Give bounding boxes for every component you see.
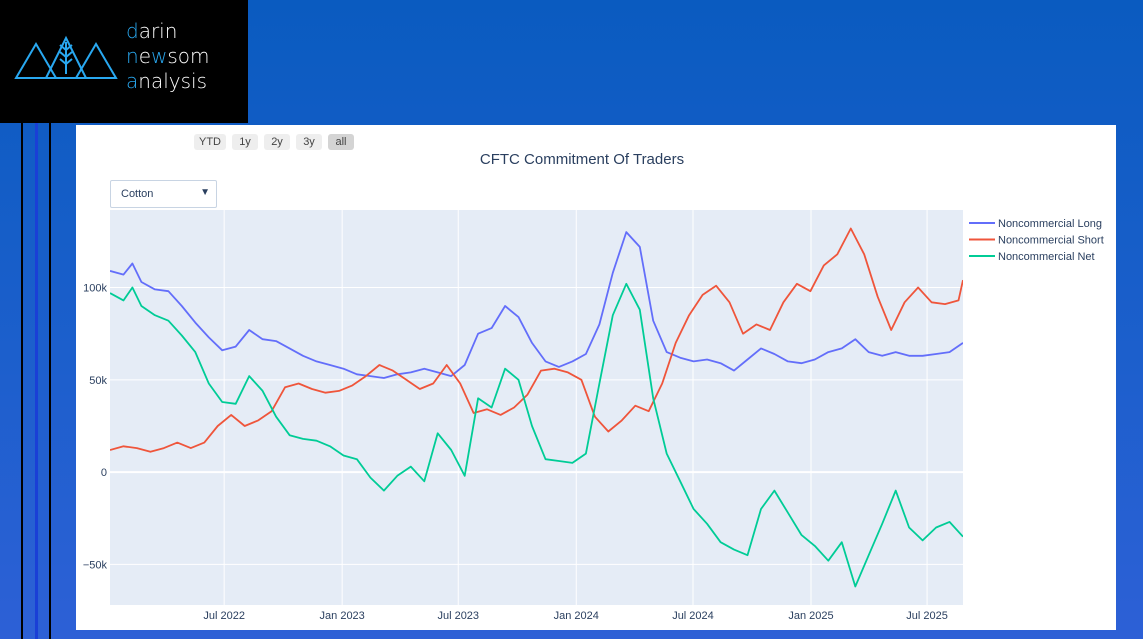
y-tick-label: −50k <box>83 559 108 571</box>
x-tick-label: Jan 2025 <box>788 610 833 622</box>
range-button-1y[interactable]: 1y <box>232 134 258 150</box>
range-button-all[interactable]: all <box>328 134 354 150</box>
y-tick-label: 0 <box>101 467 107 479</box>
line-chart: Jul 2022 Jan 2023 Jul 2023 Jan 2024 Jul 2024… <box>83 210 1104 622</box>
dropdown-value: Cotton <box>121 188 154 200</box>
y-tick-label: 50k <box>89 375 107 387</box>
legend-label-noncommercial-short: Noncommercial Short <box>998 235 1104 247</box>
range-button-ytd[interactable]: YTD <box>194 134 226 150</box>
series-line-noncommercial-long <box>110 231 963 379</box>
x-tick-label: Jan 2024 <box>554 610 599 622</box>
mountain-wheat-icon <box>14 35 118 79</box>
x-tick-label: Jan 2023 <box>320 610 365 622</box>
x-tick-label: Jul 2025 <box>906 610 948 622</box>
y-tick-label: 100k <box>83 283 107 295</box>
chart-title: CFTC Commitment Of Traders <box>479 151 685 168</box>
brand-logo: darin newsom analysis <box>0 0 248 123</box>
left-rail <box>49 123 51 639</box>
legend-label-noncommercial-net: Noncommercial Net <box>998 251 1095 263</box>
commodity-dropdown[interactable]: Cotton ▼ <box>110 180 217 208</box>
x-tick-label: Jul 2022 <box>203 610 245 622</box>
x-tick-label: Jul 2024 <box>672 610 714 622</box>
plot-area <box>110 210 963 605</box>
chart-panel: YTD 1y 2y 3y all CFTC Commitment Of Trad… <box>76 125 1116 630</box>
series-line-noncommercial-short <box>110 227 963 453</box>
brand-wordmark: darin newsom analysis <box>126 19 210 93</box>
dropdown-arrow-icon: ▼ <box>200 187 210 198</box>
series-line-noncommercial-net <box>110 282 963 588</box>
legend-label-noncommercial-long: Noncommercial Long <box>998 218 1102 230</box>
range-selector: YTD 1y 2y 3y all <box>194 134 354 150</box>
left-rail-accent <box>35 123 38 639</box>
range-button-2y[interactable]: 2y <box>264 134 290 150</box>
range-button-3y[interactable]: 3y <box>296 134 322 150</box>
x-tick-label: Jul 2023 <box>437 610 479 622</box>
left-rail <box>21 123 23 639</box>
